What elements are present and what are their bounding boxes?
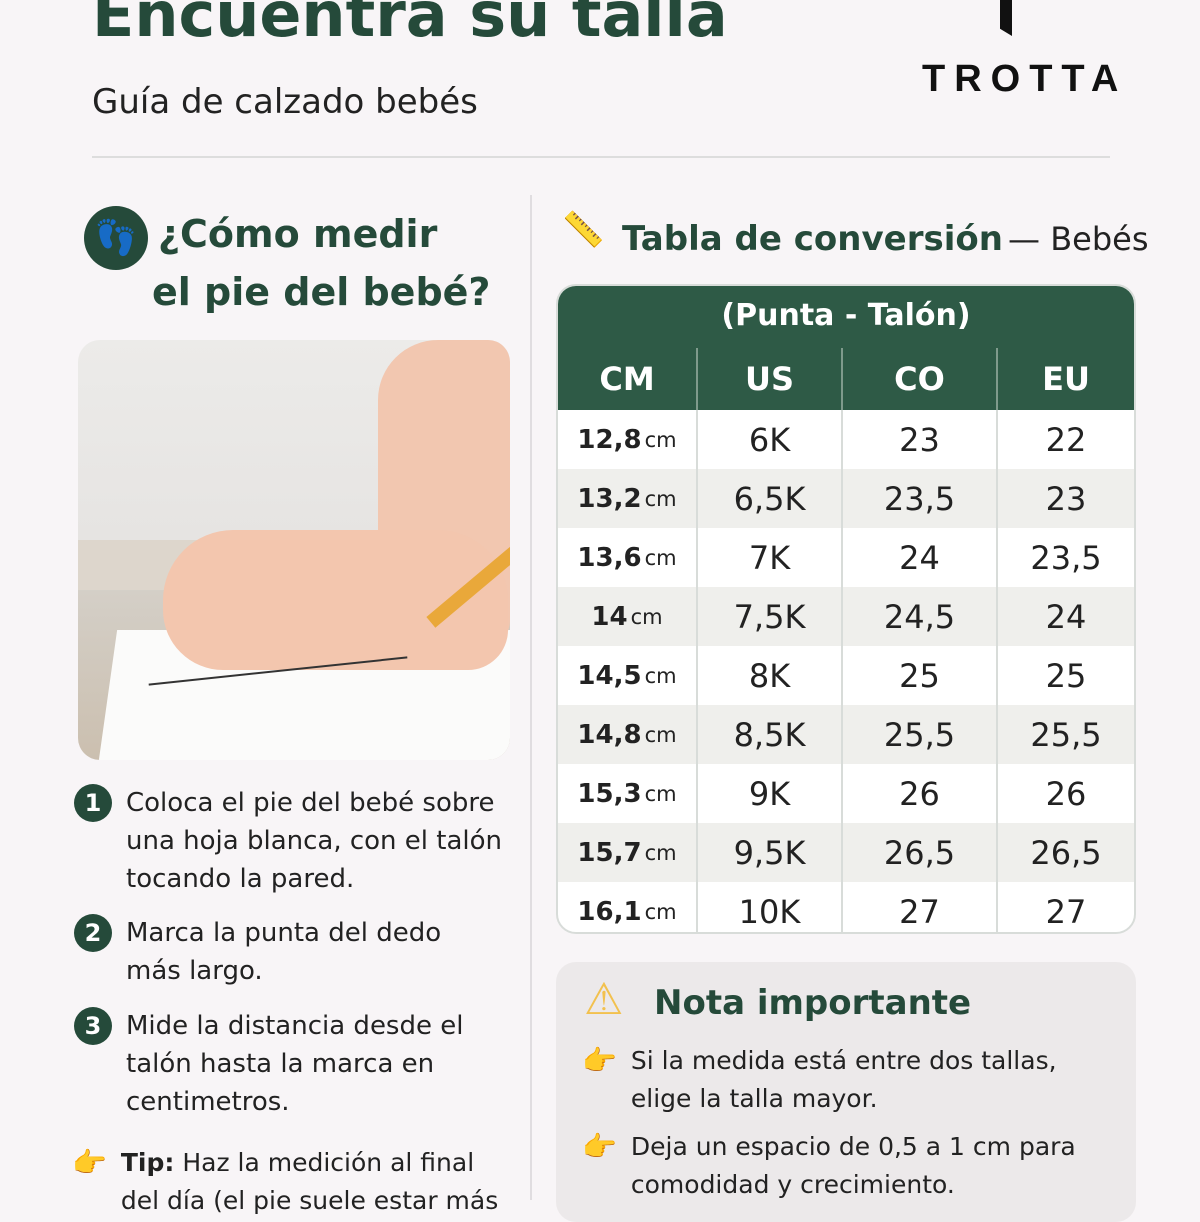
- cell-co: 26,5: [843, 823, 998, 882]
- cell-cm: 12,8 cm: [558, 410, 698, 469]
- ruler-icon: 📏: [562, 210, 605, 250]
- table-row: 15,7 cm 9,5K 26,5 26,5: [558, 823, 1134, 882]
- cell-co: 26: [843, 764, 998, 823]
- pointing-hand-icon: 👉: [582, 1044, 617, 1077]
- header-co: CO: [843, 348, 998, 410]
- step-3: 3 Mide la distancia desde el talón hasta …: [74, 1007, 514, 1121]
- table-row: 16,1 cm 10K 27 27: [558, 882, 1134, 932]
- cell-us: 7,5K: [698, 587, 843, 646]
- pointing-hand-icon: 👉: [582, 1130, 617, 1163]
- table-caption: (Punta - Talón): [558, 286, 1134, 348]
- cell-cm: 14 cm: [558, 587, 698, 646]
- cell-co: 25,5: [843, 705, 998, 764]
- header-cm: CM: [558, 348, 698, 410]
- footprint-icon: 👣: [84, 206, 148, 270]
- size-conversion-table: (Punta - Talón) CM US CO EU 12,8 cm 6K 23 22…: [556, 284, 1136, 934]
- measure-title-2: el pie del bebé?: [152, 270, 491, 314]
- cell-us: 8K: [698, 646, 843, 705]
- page-title: Encuentra su talla: [92, 0, 728, 51]
- table-row: 14,8 cm 8,5K 25,5 25,5: [558, 705, 1134, 764]
- table-row: 12,8 cm 6K 23 22: [558, 410, 1134, 469]
- table-header-row: CM US CO EU: [558, 348, 1134, 410]
- table-title: Tabla de conversión: [622, 219, 1003, 259]
- header-us: US: [698, 348, 843, 410]
- table-title-suffix: — Bebés: [1008, 220, 1149, 258]
- table-row: 13,6 cm 7K 24 23,5: [558, 528, 1134, 587]
- note-title: Nota importante: [654, 983, 972, 1023]
- cell-co: 23: [843, 410, 998, 469]
- cell-eu: 25: [1045, 656, 1087, 695]
- cell-eu: 25,5: [1030, 715, 1102, 754]
- step-1: 1 Coloca el pie del bebé sobre una hoja b…: [74, 784, 514, 898]
- cell-cm: 13,2 cm: [558, 469, 698, 528]
- step-2: 2 Marca la punta del dedo más largo.: [74, 914, 514, 990]
- cell-us: 7K: [698, 528, 843, 587]
- cell-cm: 13,6 cm: [558, 528, 698, 587]
- note-item: 👉 Deja un espacio de 0,5 a 1 cm para como…: [582, 1128, 1102, 1204]
- cell-co: 27: [843, 882, 998, 932]
- important-note: ⚠ Nota importante 👉 Si la medida está ent…: [556, 962, 1136, 1222]
- cell-eu: 24: [1045, 597, 1087, 636]
- warning-icon: ⚠: [584, 974, 624, 1025]
- header-eu: EU: [1042, 360, 1090, 398]
- cell-co: 25: [843, 646, 998, 705]
- cell-cm: 14,5 cm: [558, 646, 698, 705]
- page-subtitle: Guía de calzado bebés: [92, 82, 478, 122]
- divider: [92, 156, 1110, 158]
- cell-eu: 27: [1045, 892, 1087, 931]
- table-row: 14 cm 7,5K 24,5 24: [558, 587, 1134, 646]
- tip: 👉 Tip: Haz la medición al final del día (…: [72, 1144, 512, 1220]
- table-row: 14,5 cm 8K 25 25: [558, 646, 1134, 705]
- cell-eu: 22: [1045, 420, 1087, 459]
- table-row: 13,2 cm 6,5K 23,5 23: [558, 469, 1134, 528]
- cell-cm: 14,8 cm: [558, 705, 698, 764]
- brand-logo-mark: [1000, 0, 1012, 36]
- cell-cm: 15,3 cm: [558, 764, 698, 823]
- table-row: 15,3 cm 9K 26 26: [558, 764, 1134, 823]
- cell-eu: 26,5: [1030, 833, 1102, 872]
- cell-cm: 16,1 cm: [558, 882, 698, 932]
- cell-cm: 15,7 cm: [558, 823, 698, 882]
- note-item: 👉 Si la medida está entre dos tallas, eli…: [582, 1042, 1102, 1118]
- cell-co: 23,5: [843, 469, 998, 528]
- measure-title-1: ¿Cómo medir: [158, 212, 438, 256]
- cell-us: 8,5K: [698, 705, 843, 764]
- cell-us: 6,5K: [698, 469, 843, 528]
- baby-foot-photo: [78, 340, 510, 760]
- cell-co: 24: [843, 528, 998, 587]
- pointing-hand-icon: 👉: [72, 1146, 107, 1179]
- cell-us: 9,5K: [698, 823, 843, 882]
- cell-eu: 26: [1045, 774, 1087, 813]
- cell-eu: 23,5: [1030, 538, 1102, 577]
- cell-us: 9K: [698, 764, 843, 823]
- column-divider: [530, 195, 532, 1200]
- brand-logo: TROTTA: [922, 58, 1128, 100]
- cell-us: 6K: [698, 410, 843, 469]
- cell-us: 10K: [698, 882, 843, 932]
- cell-co: 24,5: [843, 587, 998, 646]
- cell-eu: 23: [1045, 479, 1087, 518]
